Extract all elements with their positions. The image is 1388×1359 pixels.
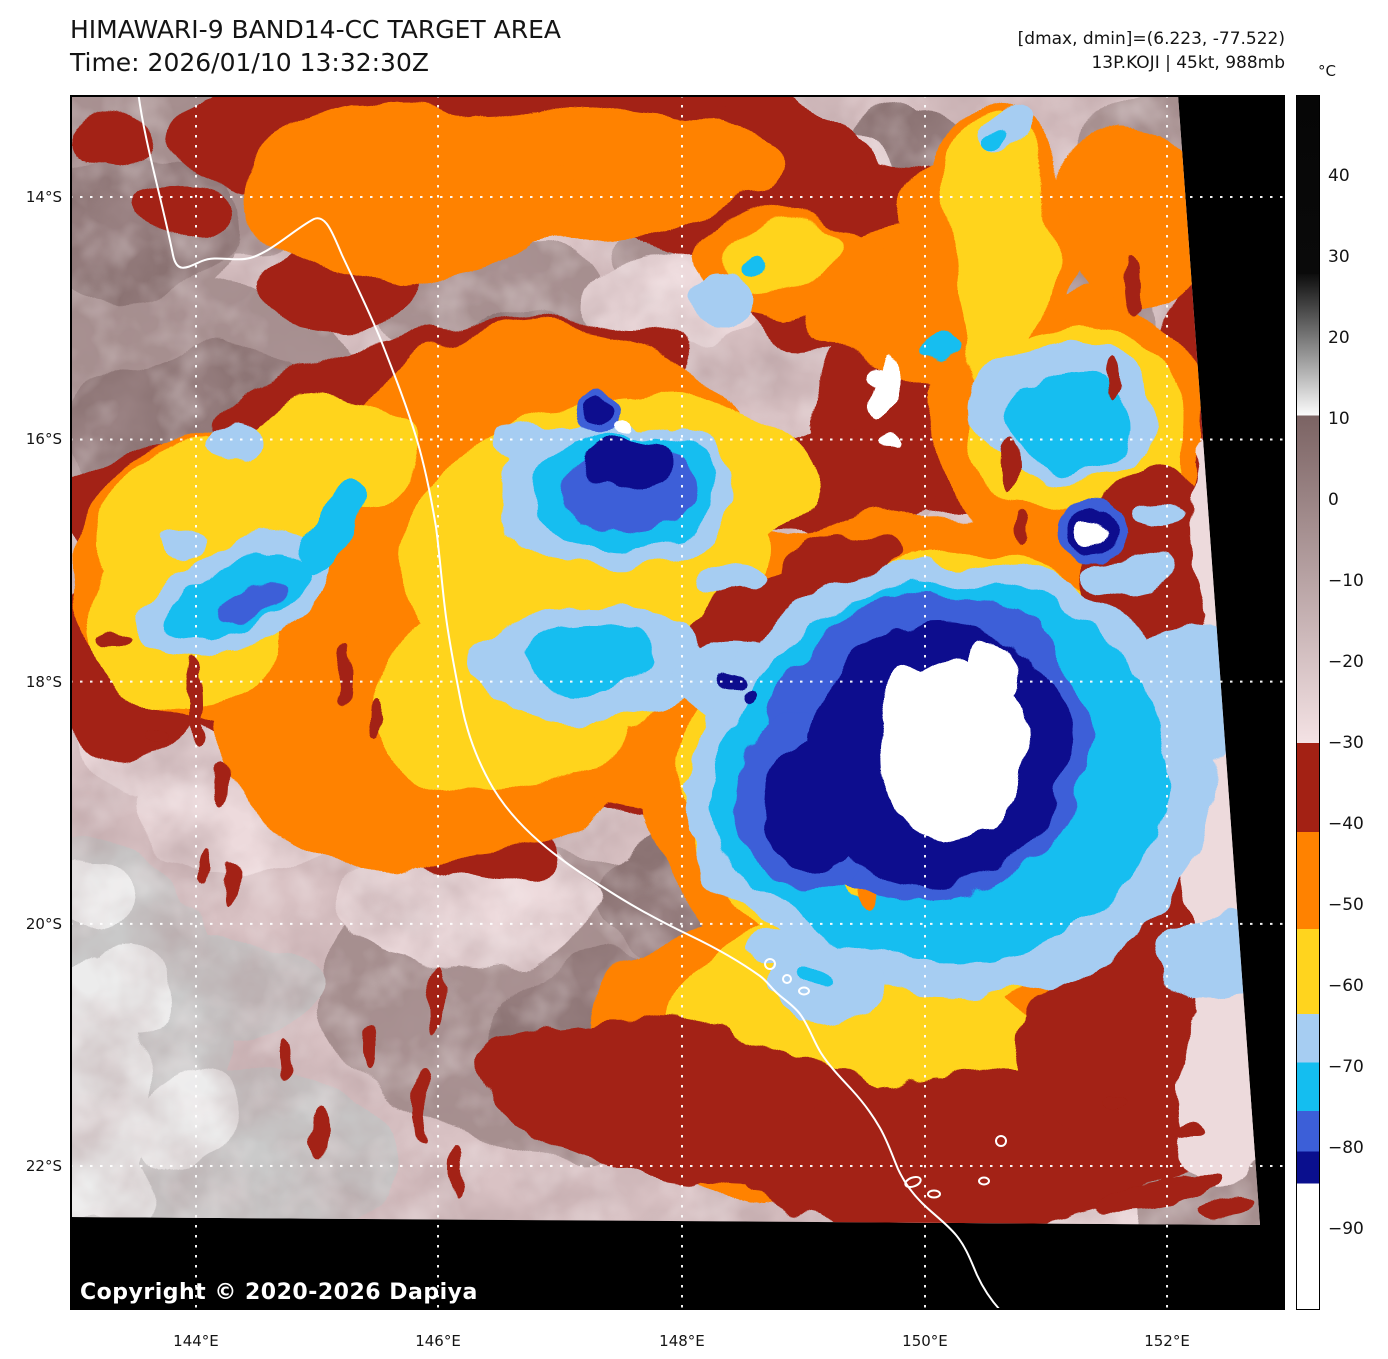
- storm-intensity-line: 13P.KOJI | 45kt, 988mb: [1091, 53, 1285, 73]
- dmax-dmin-line: [dmax, dmin]=(6.223, -77.522): [1017, 29, 1285, 49]
- storm-info-block: [dmax, dmin]=(6.223, -77.522) 13P.KOJI |…: [1018, 27, 1285, 75]
- colorbar-tick-label: −60: [1328, 976, 1364, 996]
- satellite-data-layer: [70, 95, 1260, 1225]
- longitude-tick-label: 146°E: [415, 1332, 461, 1350]
- coastline: [137, 95, 1002, 1310]
- longitude-tick-label: 148°E: [659, 1332, 705, 1350]
- colorbar-tick-label: −80: [1328, 1138, 1364, 1158]
- latitude-tick-label: 16°S: [25, 430, 62, 449]
- latitude-tick-label: 20°S: [25, 914, 62, 933]
- colorbar-tick-label: −20: [1328, 652, 1364, 672]
- overshooting-top-white: [621, 417, 1106, 844]
- latitude-tick-label: 22°S: [25, 1157, 62, 1176]
- longitude-tick-label: 152°E: [1144, 1332, 1190, 1350]
- colorbar-tick-label: −40: [1328, 814, 1364, 834]
- copyright-label: Copyright © 2020-2026 Dapiya: [80, 1280, 478, 1305]
- colorbar-tick-label: 0: [1328, 490, 1339, 510]
- product-title-line1: HIMAWARI-9 BAND14-CC TARGET AREA: [70, 15, 562, 44]
- longitude-tick-label: 150°E: [902, 1332, 948, 1350]
- red-speckles: [95, 252, 1258, 1219]
- bright-cloud-squiggle: [861, 359, 901, 448]
- colorbar-tick-label: 20: [1328, 328, 1350, 348]
- product-time-line: Time: 2026/01/10 13:32:30Z: [70, 48, 429, 77]
- colorbar-tick-label: 30: [1328, 247, 1350, 267]
- colorbar: [1296, 95, 1320, 1310]
- satellite-map-canvas: [70, 95, 1285, 1310]
- colorbar-gradient: [1297, 96, 1319, 1309]
- latlon-gridlines: [70, 95, 1285, 1310]
- map-frame: [70, 95, 1285, 1310]
- satellite-map: Copyright © 2020-2026 Dapiya: [70, 95, 1285, 1310]
- latitude-tick-label: 14°S: [25, 188, 62, 207]
- longitude-tick-label: 144°E: [173, 1332, 219, 1350]
- colorbar-tick-label: −50: [1328, 895, 1364, 915]
- colorbar-unit-label: °C: [1318, 62, 1336, 80]
- colorbar-tick-label: −30: [1328, 733, 1364, 753]
- colorbar-tick-label: 40: [1328, 166, 1350, 186]
- colorbar-tick-label: −90: [1328, 1219, 1364, 1239]
- colorbar-tick-label: 10: [1328, 409, 1350, 429]
- island-outlines: [764, 958, 1007, 1199]
- colorbar-tick-label: −70: [1328, 1057, 1364, 1077]
- colorbar-tick-label: −10: [1328, 571, 1364, 591]
- latitude-tick-label: 18°S: [25, 672, 62, 691]
- product-title: HIMAWARI-9 BAND14-CC TARGET AREA Time: 2…: [70, 13, 561, 79]
